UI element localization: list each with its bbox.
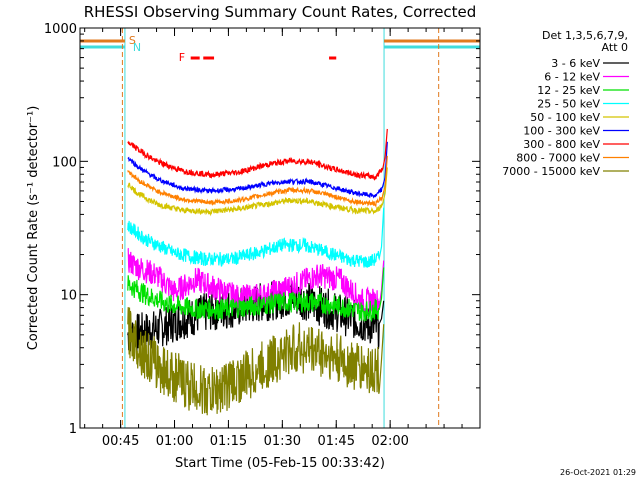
legend-label-4: 50 - 100 keV [530, 111, 600, 124]
x-tick-label-4: 01:45 [318, 434, 355, 449]
legend-label-1: 6 - 12 keV [544, 71, 600, 84]
plot-frame [79, 27, 481, 429]
series-line-7 [127, 155, 388, 209]
x-axis-title: Start Time (05-Feb-15 00:33:42) [175, 456, 385, 471]
x-tick-label-5: 02:00 [371, 434, 408, 449]
series-line-1 [127, 247, 385, 315]
x-axis: 00:45 01:00 01:15 01:30 01:45 02:00 [84, 28, 481, 449]
y-tick-label-2: 100 [52, 155, 77, 170]
generation-timestamp: 26-Oct-2021 01:29 [560, 468, 636, 477]
legend-label-3: 25 - 50 keV [537, 98, 600, 111]
legend-header-detectors: Det 1,3,5,6,7,9, [542, 29, 628, 42]
chart-title: RHESSI Observing Summary Count Rates, Co… [84, 3, 477, 21]
y-axis: 1 10 100 1000 [44, 22, 480, 437]
legend-label-8: 7000 - 15000 keV [502, 165, 600, 178]
x-tick-label-3: 01:30 [264, 434, 301, 449]
legend-label-7: 800 - 7000 keV [516, 152, 600, 165]
x-tick-label-0: 00:45 [102, 434, 139, 449]
x-tick-label-1: 01:00 [156, 434, 193, 449]
saa-label: S [129, 34, 136, 47]
series-line-6 [127, 128, 388, 181]
legend-label-0: 3 - 6 keV [551, 57, 600, 70]
series-line-8 [127, 307, 385, 416]
y-tick-label-3: 1000 [44, 22, 77, 37]
flare-label: F [179, 51, 185, 64]
y-tick-label-0: 1 [69, 422, 77, 437]
x-tick-label-2: 01:15 [210, 434, 247, 449]
y-tick-label-1: 10 [60, 289, 77, 304]
night-label: N [133, 41, 141, 54]
y-axis-title: Corrected Count Rate (s⁻¹ detector⁻¹) [26, 106, 41, 351]
plot-area: SN F [79, 28, 481, 428]
series-line-2 [127, 267, 385, 323]
series-line-3 [127, 207, 385, 268]
legend-label-2: 12 - 25 keV [537, 84, 600, 97]
legend-header-attenuator: Att 0 [602, 41, 628, 54]
legend-label-5: 100 - 300 keV [523, 125, 600, 138]
series-line-4 [127, 167, 388, 217]
series-line-5 [127, 141, 388, 199]
legend-label-6: 300 - 800 keV [523, 138, 600, 151]
